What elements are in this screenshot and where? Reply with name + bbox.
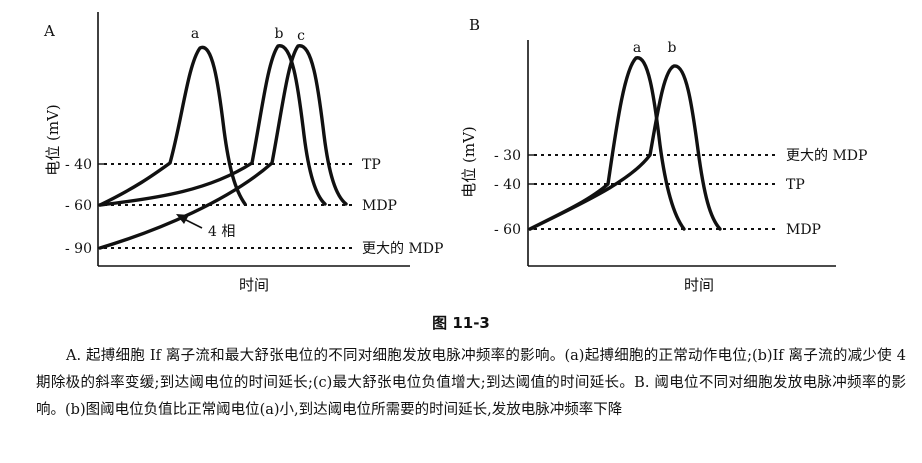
- panel-b: B 电位 (mV) 时间 - 30 - 40 - 60 更大的 MDP TP M…: [460, 16, 867, 294]
- panel-a-tick-label-90: - 90: [65, 241, 92, 257]
- panel-a-x-label: 时间: [239, 276, 269, 294]
- panel-b-tick-label-30: - 30: [494, 148, 521, 164]
- panel-b-tick-label-60: - 60: [494, 222, 521, 238]
- panel-a-curve-b: [98, 44, 327, 207]
- panel-b-y-label: 电位 (mV): [460, 126, 478, 198]
- panel-a-mdp-label: MDP: [362, 198, 397, 214]
- panel-b-x-label: 时间: [684, 276, 714, 294]
- phase-4-arrow: [176, 214, 203, 229]
- panel-b-curve-a-label: a: [633, 40, 641, 56]
- figure-title: 图 11-3: [432, 314, 490, 332]
- panel-a-curve-c-label: c: [297, 28, 305, 44]
- panel-b-curve-a: [528, 56, 686, 231]
- panel-a-curve-a: [98, 45, 247, 207]
- panel-a-tp-label: TP: [362, 157, 381, 173]
- panel-a: A 电位 (mV) 时间 - 40 - 60 - 90 TP MDP 更大的 M…: [43, 12, 443, 294]
- panel-a-tick-label-40: - 40: [65, 157, 92, 173]
- figure-caption: A. 起搏细胞 If 离子流和最大舒张电位的不同对细胞发放电脉冲频率的影响。(a…: [36, 348, 906, 418]
- panel-b-tick-label-40: - 40: [494, 177, 521, 193]
- panel-b-curve-b-label: b: [668, 40, 677, 56]
- panel-b-greater-mdp-label: 更大的 MDP: [786, 148, 867, 164]
- panel-a-curve-c: [98, 44, 348, 250]
- panel-a-curve-a-label: a: [191, 26, 199, 42]
- figure-11-3: A 电位 (mV) 时间 - 40 - 60 - 90 TP MDP 更大的 M…: [43, 12, 867, 294]
- panel-b-label: B: [469, 16, 480, 34]
- panel-b-curve-b: [528, 64, 722, 231]
- panel-a-curve-b-label: b: [275, 26, 284, 42]
- phase-4-label: 4 相: [208, 224, 235, 240]
- panel-a-label: A: [43, 22, 55, 40]
- panel-a-y-label: 电位 (mV): [44, 104, 62, 176]
- panel-a-greater-mdp-label: 更大的 MDP: [362, 241, 443, 257]
- panel-a-tick-label-60: - 60: [65, 198, 92, 214]
- panel-b-mdp-label: MDP: [786, 222, 821, 238]
- panel-b-tp-label: TP: [786, 177, 805, 193]
